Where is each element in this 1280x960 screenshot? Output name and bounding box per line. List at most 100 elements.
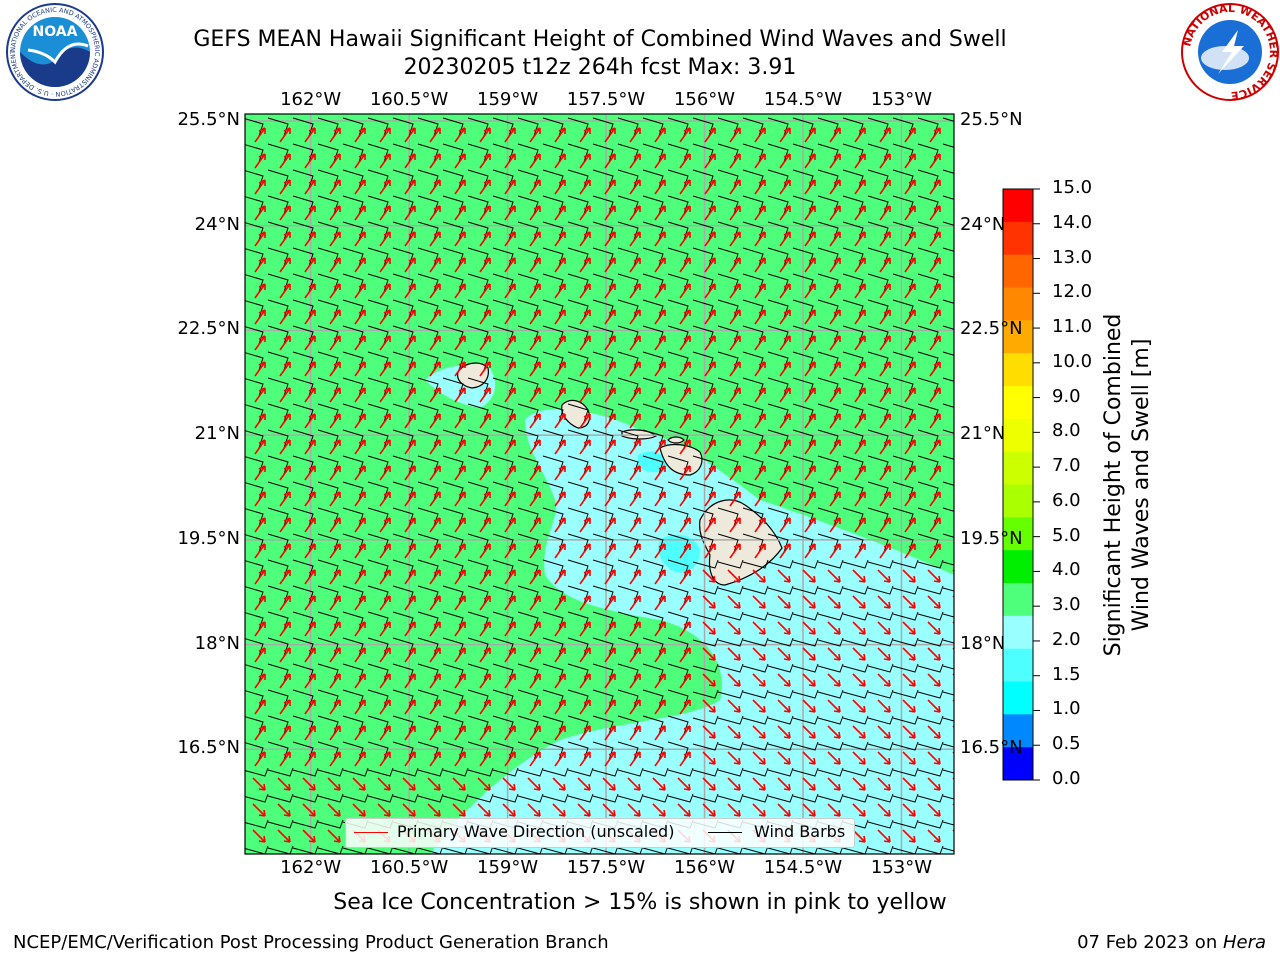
wave-arrow: [354, 569, 366, 585]
lat-tick-label: 18°N: [960, 632, 1006, 654]
wave-arrow: [877, 621, 891, 635]
wind-barb: [942, 561, 954, 566]
wind-barb: [717, 611, 744, 621]
colorbar-swatch: [1003, 386, 1033, 420]
wind-barb: [742, 169, 764, 189]
wind-barb: [717, 715, 744, 725]
wave-arrow: [377, 777, 391, 791]
wave-arrow: [429, 127, 441, 143]
wind-barb: [867, 663, 894, 673]
wind-barb: [817, 117, 839, 137]
wind-barb: [892, 845, 919, 854]
lon-tick-label: 153°W: [870, 857, 933, 878]
wind-barb: [517, 585, 539, 605]
wind-barb: [667, 117, 689, 137]
wave-arrow: [329, 725, 341, 741]
wave-arrow: [529, 413, 541, 429]
wind-barb: [792, 429, 814, 449]
colorbar-swatch: [1003, 287, 1033, 321]
wind-barb: [867, 169, 889, 189]
wind-barb: [942, 533, 954, 538]
wind-barb: [317, 481, 339, 501]
lon-tick-label: 160.5°W: [369, 857, 449, 878]
wind-barb: [245, 248, 264, 267]
wind-barb: [245, 378, 264, 397]
wind-barb: [442, 767, 469, 777]
wind-barb: [542, 195, 564, 215]
wind-barb: [642, 533, 664, 553]
wind-barb: [667, 767, 694, 777]
wave-arrow: [302, 829, 316, 843]
wave-arrow: [404, 309, 416, 325]
wave-arrow: [479, 673, 491, 689]
wave-arrow: [704, 283, 716, 299]
wind-barb: [892, 533, 914, 553]
wave-arrow: [804, 413, 816, 429]
wave-arrow: [829, 309, 841, 325]
wave-arrow: [679, 543, 691, 559]
colorbar-swatch: [1003, 451, 1033, 485]
wave-arrow: [804, 517, 816, 533]
wind-barb: [417, 637, 439, 657]
wave-arrow: [804, 335, 816, 351]
wave-arrow: [529, 309, 541, 325]
colorbar-label: 13.0: [1052, 246, 1093, 268]
wind-barb: [867, 611, 894, 621]
wave-arrow: [629, 283, 641, 299]
wind-barb: [392, 351, 414, 371]
wind-barb: [717, 845, 744, 854]
wind-barb: [567, 221, 589, 241]
wave-arrow: [352, 803, 366, 817]
wave-arrow: [279, 491, 291, 507]
lat-tick-label: 21°N: [194, 423, 240, 445]
wave-arrow: [902, 829, 916, 843]
wave-arrow: [679, 257, 691, 273]
wind-barb: [292, 143, 314, 163]
wave-arrow: [929, 179, 941, 195]
wind-barb: [867, 741, 894, 751]
wind-barb: [417, 221, 439, 241]
wave-arrow: [852, 829, 866, 843]
wave-arrow: [529, 543, 541, 559]
wave-arrow: [304, 491, 316, 507]
wave-arrow: [279, 231, 291, 247]
wave-arrow: [704, 179, 716, 195]
wave-arrow: [279, 725, 291, 741]
wind-barb: [392, 377, 414, 397]
wave-arrow: [504, 699, 516, 715]
wind-barb: [892, 637, 919, 647]
wind-barb: [392, 507, 414, 527]
wind-barb: [717, 403, 739, 423]
wind-barb: [667, 585, 689, 605]
wave-arrow: [829, 179, 841, 195]
wind-barb: [317, 741, 339, 761]
wind-barb: [542, 845, 569, 854]
wind-barb: [817, 611, 844, 621]
wave-arrow: [629, 621, 641, 637]
wind-barb: [742, 715, 769, 725]
wind-barb: [817, 403, 839, 423]
wind-barb: [492, 715, 514, 735]
wind-barb: [817, 325, 839, 345]
wind-barb: [642, 689, 664, 709]
wave-arrow: [529, 465, 541, 481]
wind-barb: [367, 793, 394, 803]
wind-barb: [917, 585, 944, 595]
wave-arrow: [554, 621, 566, 637]
wave-arrow: [279, 257, 291, 273]
wind-barb: [245, 638, 264, 657]
wind-barb: [567, 507, 589, 527]
wind-barb: [642, 481, 664, 501]
wave-arrow: [829, 439, 841, 455]
wave-arrow: [679, 179, 691, 195]
wind-barb: [867, 351, 889, 371]
wave-arrow: [854, 231, 866, 247]
wind-barb: [842, 143, 864, 163]
wind-barb: [742, 143, 764, 163]
wind-barb: [517, 403, 539, 423]
wind-barb: [492, 429, 514, 449]
wave-arrow: [277, 777, 291, 791]
wave-arrow: [479, 621, 491, 637]
wave-arrow: [554, 205, 566, 221]
wave-arrow: [279, 699, 291, 715]
